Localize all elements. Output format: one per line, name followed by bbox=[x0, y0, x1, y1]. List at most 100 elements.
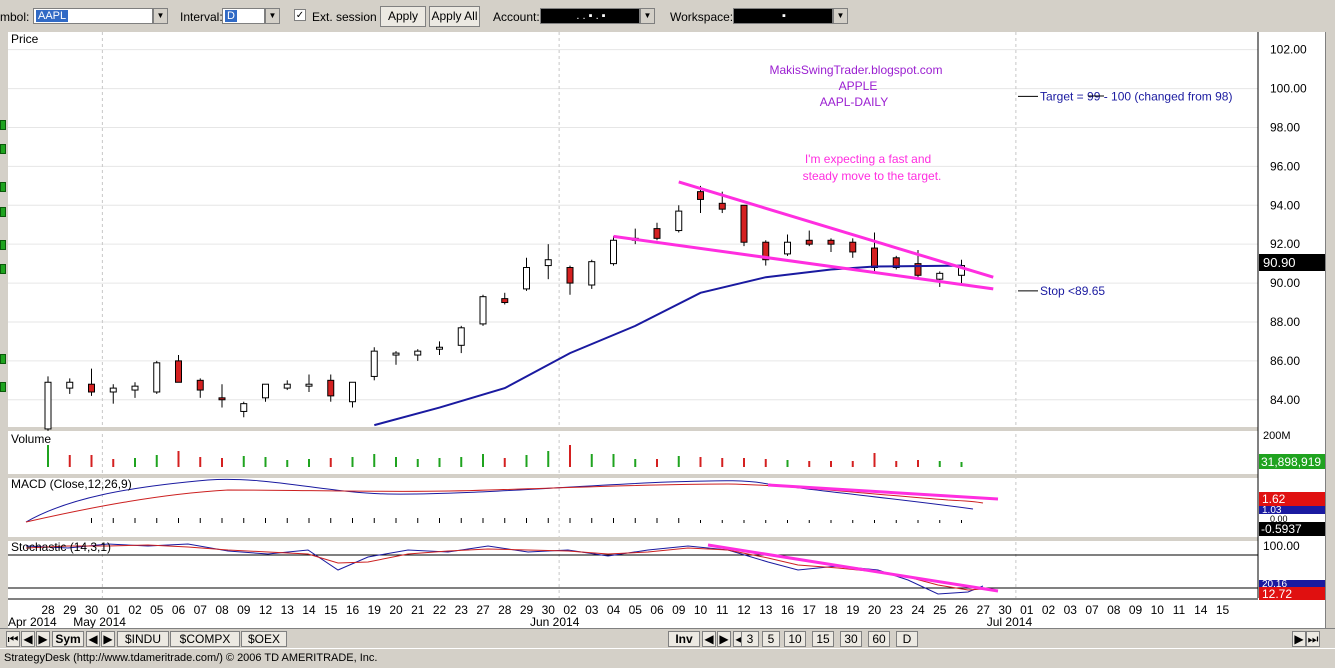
interval-dropdown-arrow-icon[interactable]: ▼ bbox=[265, 8, 280, 24]
date-tick-label: 21 bbox=[411, 603, 425, 617]
scroll-right-icon[interactable]: ▶ bbox=[1292, 631, 1306, 647]
tab-compx[interactable]: $COMPX bbox=[170, 631, 240, 647]
stochastic-d-box bbox=[1259, 587, 1325, 600]
symbol-dropdown-arrow-icon[interactable]: ▼ bbox=[153, 8, 168, 24]
candle-body bbox=[566, 267, 574, 284]
last-price-value: 90.90 bbox=[1263, 255, 1296, 270]
candle-body bbox=[392, 352, 400, 356]
drawing-tool-icon[interactable] bbox=[0, 182, 6, 192]
apply-button[interactable]: Apply bbox=[380, 6, 426, 27]
account-dropdown-arrow-icon[interactable]: ▼ bbox=[640, 8, 655, 24]
candle bbox=[349, 381, 356, 408]
stochastic-panel bbox=[8, 543, 1258, 595]
date-tick-label: 12 bbox=[259, 603, 273, 617]
date-tick-label: 29 bbox=[520, 603, 534, 617]
date-tick-label: 30 bbox=[85, 603, 99, 617]
workspace-dropdown-arrow-icon[interactable]: ▼ bbox=[833, 8, 848, 24]
account-input[interactable]: . . ▪ . ▪ bbox=[540, 8, 640, 24]
candle-body bbox=[44, 381, 52, 430]
macd-panel bbox=[25, 478, 999, 523]
drawing-tool-icon[interactable] bbox=[0, 382, 6, 392]
drawing-tool-icon[interactable] bbox=[0, 354, 6, 364]
tab-indu[interactable]: $INDU bbox=[117, 631, 169, 647]
drawing-tool-icon[interactable] bbox=[0, 207, 6, 217]
next-page-icon[interactable]: ▶ bbox=[36, 631, 50, 647]
tab-interval-3[interactable]: 3 bbox=[741, 631, 759, 647]
price-tick-label: 90.00 bbox=[1270, 276, 1300, 290]
candle bbox=[88, 368, 95, 396]
drawing-tool-icon[interactable] bbox=[0, 120, 6, 130]
tab-oex[interactable]: $OEX bbox=[241, 631, 287, 647]
volume-bar bbox=[460, 457, 463, 467]
candle bbox=[283, 380, 291, 391]
date-tick-label: 15 bbox=[1216, 603, 1230, 617]
date-tick-label: 25 bbox=[933, 603, 947, 617]
candle-body bbox=[175, 360, 182, 383]
date-tick-label: 07 bbox=[194, 603, 208, 617]
candle bbox=[109, 384, 117, 404]
tab-interval-60[interactable]: 60 bbox=[868, 631, 890, 647]
tab-interval-15[interactable]: 15 bbox=[812, 631, 834, 647]
volume-bar bbox=[721, 458, 724, 467]
date-tick-label: 05 bbox=[629, 603, 643, 617]
macd-zero-value: 0.00 bbox=[1270, 514, 1288, 524]
right-scroll-strip[interactable] bbox=[1325, 32, 1335, 628]
candle bbox=[697, 185, 704, 214]
volume-bar bbox=[503, 458, 506, 467]
trendline bbox=[613, 234, 994, 291]
panel-separator bbox=[8, 537, 1258, 541]
interval-input[interactable]: D bbox=[222, 8, 265, 24]
workspace-input[interactable]: ▪ bbox=[733, 8, 833, 24]
date-tick-label: 02 bbox=[128, 603, 142, 617]
date-tick-label: 30 bbox=[998, 603, 1012, 617]
tab-interval-30[interactable]: 30 bbox=[840, 631, 862, 647]
volume-value-box bbox=[1259, 454, 1325, 469]
date-tick-label: 01 bbox=[1020, 603, 1034, 617]
volume-bar bbox=[656, 459, 658, 467]
candle-body bbox=[501, 298, 509, 304]
tab-interval-d[interactable]: D bbox=[896, 631, 918, 647]
apply-all-button[interactable]: Apply All bbox=[429, 6, 480, 27]
volume-bar bbox=[612, 454, 615, 467]
prev-page-icon[interactable]: ◀ bbox=[21, 631, 35, 647]
volume-bar bbox=[308, 459, 310, 467]
volume-bars bbox=[47, 445, 963, 467]
inv-next-icon[interactable]: ▶ bbox=[717, 631, 731, 647]
sym-button[interactable]: Sym bbox=[52, 631, 84, 647]
candle bbox=[305, 374, 313, 392]
first-page-icon[interactable]: ⏮ bbox=[6, 631, 20, 647]
candle-body bbox=[327, 379, 335, 397]
blog-url-text: MakisSwingTrader.blogspot.com bbox=[770, 63, 943, 77]
expectation-text-line1: I'm expecting a fast and bbox=[805, 152, 931, 166]
volume-bar bbox=[699, 457, 702, 467]
date-tick-label: 20 bbox=[389, 603, 403, 617]
volume-bar bbox=[786, 460, 789, 467]
sym-next-icon[interactable]: ▶ bbox=[101, 631, 115, 647]
ext-session-checkbox[interactable]: ✓ bbox=[294, 9, 306, 21]
tab-interval-5[interactable]: 5 bbox=[762, 631, 780, 647]
sym-prev-icon[interactable]: ◀ bbox=[86, 631, 100, 647]
candle-body bbox=[762, 241, 770, 261]
stop-annotation: Stop <89.65 bbox=[1040, 284, 1105, 298]
date-tick-label: 28 bbox=[498, 603, 512, 617]
candle-body bbox=[871, 247, 878, 269]
date-tick-label: 02 bbox=[563, 603, 577, 617]
symbol-input[interactable]: AAPL bbox=[33, 8, 153, 24]
volume-bar bbox=[851, 461, 854, 467]
volume-bar bbox=[221, 458, 223, 467]
inv-prev-icon[interactable]: ◀ bbox=[702, 631, 716, 647]
drawing-tool-icon[interactable] bbox=[0, 240, 6, 250]
inv-button[interactable]: Inv bbox=[668, 631, 700, 647]
drawing-tool-icon[interactable] bbox=[0, 144, 6, 154]
macd-hist-value: -0.5937 bbox=[1261, 522, 1302, 536]
volume-bar bbox=[873, 453, 876, 467]
scroll-end-icon[interactable]: ⏭ bbox=[1306, 631, 1320, 647]
chart-area[interactable]: 102.00100.0098.0096.0094.0092.0090.0088.… bbox=[8, 32, 1325, 628]
candle bbox=[414, 349, 422, 361]
date-tick-label: 12 bbox=[737, 603, 751, 617]
trendlines bbox=[613, 180, 994, 291]
drawing-tool-icon[interactable] bbox=[0, 264, 6, 274]
blog-chart-name: AAPL-DAILY bbox=[820, 95, 888, 109]
tab-interval-10[interactable]: 10 bbox=[784, 631, 806, 647]
volume-bar bbox=[764, 459, 767, 467]
